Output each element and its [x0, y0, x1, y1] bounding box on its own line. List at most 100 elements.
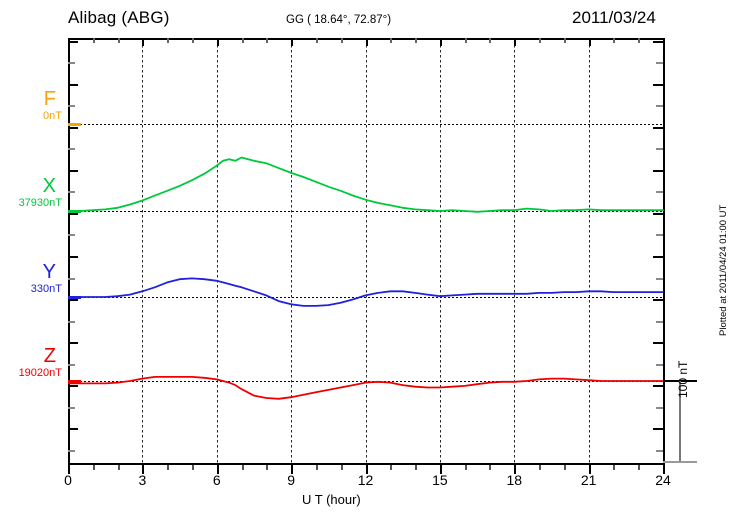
x-axis-tick — [192, 465, 194, 470]
x-axis-tick — [68, 465, 70, 474]
y-axis-tick — [68, 428, 78, 430]
x-axis-tick — [390, 465, 392, 470]
x-axis-tick — [93, 465, 95, 470]
component-letter-y: Y — [42, 261, 56, 283]
x-axis-label: 0 — [64, 472, 72, 488]
x-axis-title: U T (hour) — [302, 492, 361, 507]
y-axis-tick-right — [653, 299, 663, 301]
x-axis-label: 6 — [212, 472, 221, 488]
component-value-x: 37930nT — [18, 197, 62, 209]
x-axis-tick — [638, 465, 640, 470]
scale-bar-bottom-cap — [663, 461, 697, 463]
component-value-f: 0nT — [43, 110, 62, 122]
y-axis-tick — [68, 234, 75, 236]
y-axis-tick — [68, 148, 75, 150]
x-axis-tick — [539, 465, 541, 470]
y-axis-tick-right — [656, 191, 663, 193]
x-axis-tick — [366, 465, 368, 474]
x-axis-tick-top — [118, 38, 120, 43]
x-axis-tick-top — [613, 38, 615, 43]
plot-frame — [68, 38, 663, 465]
component-letter-x: X — [42, 175, 56, 197]
x-axis-label: 15 — [432, 472, 448, 488]
x-axis-label: 24 — [655, 472, 671, 488]
y-axis-tick-right — [653, 342, 663, 344]
x-axis-tick-top — [93, 38, 95, 43]
x-axis-tick — [613, 465, 615, 470]
x-axis-tick-top — [167, 38, 169, 43]
y-axis-tick — [68, 407, 75, 409]
y-axis-tick — [68, 127, 78, 129]
trace-z — [68, 376, 664, 400]
y-axis-tick-right — [653, 84, 663, 86]
vertical-gridline — [217, 40, 218, 465]
x-axis-tick — [415, 465, 417, 470]
trace-y — [68, 277, 664, 307]
y-axis-tick-right — [656, 234, 663, 236]
x-axis-tick-top — [638, 38, 640, 43]
y-axis-tick-right — [656, 148, 663, 150]
y-axis-tick — [68, 84, 78, 86]
x-axis-tick-top — [68, 38, 70, 46]
x-axis-label: 3 — [138, 472, 147, 488]
x-axis-tick-top — [341, 38, 343, 43]
baseline-z — [68, 381, 663, 382]
y-axis-tick — [68, 191, 75, 193]
x-axis-tick-top — [489, 38, 491, 43]
x-axis-tick — [589, 465, 591, 474]
component-letter-z: Z — [43, 345, 56, 367]
x-axis-tick — [440, 465, 442, 474]
y-axis-tick — [68, 385, 78, 387]
x-axis-tick-top — [266, 38, 268, 43]
x-axis-tick — [514, 465, 516, 474]
y-axis-tick-right — [653, 256, 663, 258]
x-axis-tick — [489, 465, 491, 470]
y-axis-tick-right — [656, 450, 663, 452]
y-axis-tick — [68, 321, 75, 323]
vertical-gridline — [142, 40, 143, 465]
x-axis-label: 9 — [287, 472, 296, 488]
vertical-gridline — [291, 40, 292, 465]
axis-marker-z — [68, 380, 81, 383]
x-axis-tick-top — [316, 38, 318, 43]
y-axis-tick — [68, 450, 75, 452]
y-axis-tick-right — [656, 62, 663, 64]
x-axis-tick — [465, 465, 467, 470]
x-axis-tick — [341, 465, 343, 470]
y-axis-tick-right — [653, 170, 663, 172]
y-axis-tick-right — [656, 278, 663, 280]
x-axis-tick-top — [390, 38, 392, 43]
axis-marker-y — [68, 296, 81, 299]
y-axis-tick-right — [653, 127, 663, 129]
x-axis-tick-top — [242, 38, 244, 43]
x-axis-tick — [142, 465, 144, 474]
x-axis-tick — [316, 465, 318, 470]
y-axis-tick-right — [656, 105, 663, 107]
trace-svg — [68, 156, 664, 400]
plotted-at-timestamp: Plotted at 2011/04/24 01:00 UT — [718, 204, 729, 336]
vertical-gridline — [440, 40, 441, 465]
x-axis-tick — [291, 465, 293, 474]
x-axis-label: 18 — [506, 472, 523, 488]
geographic-coordinates: GG ( 18.64°, 72.87°) — [286, 14, 392, 26]
x-axis-tick-top — [192, 38, 194, 43]
component-value-z: 19020nT — [18, 367, 62, 379]
x-axis-tick — [564, 465, 566, 470]
x-axis-tick-top — [564, 38, 566, 43]
plot-frame-right-edge — [663, 38, 665, 467]
y-axis-tick-right — [656, 364, 663, 366]
station-title: Alibag (ABG) — [68, 8, 170, 27]
x-axis-tick — [266, 465, 268, 470]
observation-date: 2011/03/24 — [572, 8, 656, 27]
y-axis-tick — [68, 41, 78, 43]
scale-bar-line — [679, 381, 681, 462]
y-axis-tick — [68, 170, 78, 172]
scale-bar-label: 100 nT — [676, 360, 690, 398]
y-axis-tick — [68, 213, 78, 215]
x-axis-tick — [663, 465, 665, 474]
y-axis-tick-right — [656, 321, 663, 323]
x-axis-tick-top — [415, 38, 417, 43]
y-axis-tick — [68, 299, 78, 301]
x-axis-tick — [217, 465, 219, 474]
